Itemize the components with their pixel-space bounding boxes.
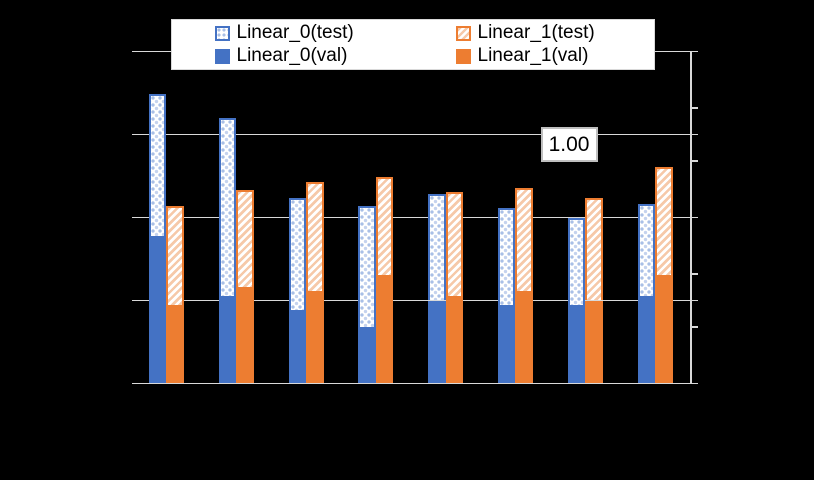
bar-Linear_0(test)-group4: [358, 206, 376, 328]
axis-tick-0.2: [690, 326, 698, 328]
bar-Linear_1(test)-group5: [445, 191, 464, 296]
legend-label-linear1-test: Linear_1(test): [477, 22, 595, 43]
legend-label-linear1-val: Linear_1(val): [477, 45, 589, 66]
bar-Linear_1(val)-group6: [515, 291, 533, 384]
bar-Linear_1(test)-group1: [166, 206, 184, 306]
axis-tick-1: [690, 133, 698, 136]
plot-area: [131, 50, 698, 385]
axis-tick-2: [690, 50, 698, 53]
bar-Linear_1(val)-group2: [236, 286, 254, 384]
bar-Linear_1(val)-group1: [166, 305, 184, 384]
bar-Linear_0(val)-group5: [428, 300, 446, 384]
legend: Linear_0(test) Linear_1(test) Linear_0(v…: [170, 19, 655, 70]
legend-label-linear0-test: Linear_0(test): [236, 22, 354, 43]
bar-Linear_0(test)-group2: [218, 117, 237, 296]
bar-Linear_0(test)-group5: [428, 193, 446, 301]
legend-item-linear1-test: Linear_1(test): [455, 22, 654, 44]
bar-Linear_1(test)-group7: [585, 197, 603, 301]
gridline-value-label: 1.00: [540, 127, 598, 162]
value-axis-line: [690, 51, 692, 385]
bar-Linear_0(test)-group1: [148, 94, 167, 236]
bar-Linear_0(val)-group7: [567, 305, 586, 384]
bar-Linear_1(val)-group4: [375, 274, 394, 384]
bar-Linear_1(val)-group8: [655, 274, 673, 384]
legend-item-linear1-val: Linear_1(val): [455, 45, 654, 67]
bar-Linear_0(val)-group1: [148, 235, 167, 384]
bar-Linear_1(val)-group7: [585, 300, 603, 384]
gridline-0.5: [131, 216, 690, 219]
bar-Linear_1(test)-group4: [375, 177, 394, 275]
bar-Linear_0(val)-group4: [358, 327, 376, 384]
bar-Linear_0(val)-group3: [288, 310, 307, 384]
bar-Linear_0(val)-group6: [497, 305, 516, 384]
axis-tick-0.25: [690, 299, 698, 302]
bar-Linear_1(test)-group6: [515, 187, 533, 292]
axis-tick-0.8: [690, 160, 698, 162]
bar-Linear_0(test)-group3: [288, 197, 307, 311]
bar-Linear_0(val)-group2: [218, 295, 237, 384]
legend-item-linear0-val: Linear_0(val): [214, 45, 456, 67]
legend-label-linear0-val: Linear_0(val): [236, 45, 348, 66]
legend-swatch-orange-solid-icon: [455, 48, 471, 64]
axis-tick-0.5: [690, 216, 698, 219]
legend-swatch-blue-solid-icon: [214, 48, 230, 64]
axis-tick-1.25: [690, 107, 698, 109]
bar-Linear_0(test)-group6: [497, 208, 516, 306]
legend-swatch-blue-pattern-icon: [214, 25, 230, 41]
axis-tick-0.3125: [690, 273, 698, 275]
bar-Linear_1(test)-group3: [306, 182, 324, 292]
bar-Linear_0(test)-group7: [567, 217, 586, 306]
category-axis-line: [131, 382, 698, 385]
legend-item-linear0-test: Linear_0(test): [214, 22, 456, 44]
bar-Linear_0(val)-group8: [637, 295, 656, 384]
bar-Linear_1(test)-group2: [236, 189, 254, 287]
bar-Linear_1(val)-group3: [306, 291, 324, 384]
bar-Linear_1(test)-group8: [655, 167, 673, 275]
legend-swatch-orange-pattern-icon: [455, 25, 471, 41]
gridline-1: [131, 133, 690, 136]
bar-Linear_0(test)-group8: [637, 203, 656, 296]
bar-Linear_1(val)-group5: [445, 295, 464, 384]
gridline-0.25: [131, 299, 690, 302]
